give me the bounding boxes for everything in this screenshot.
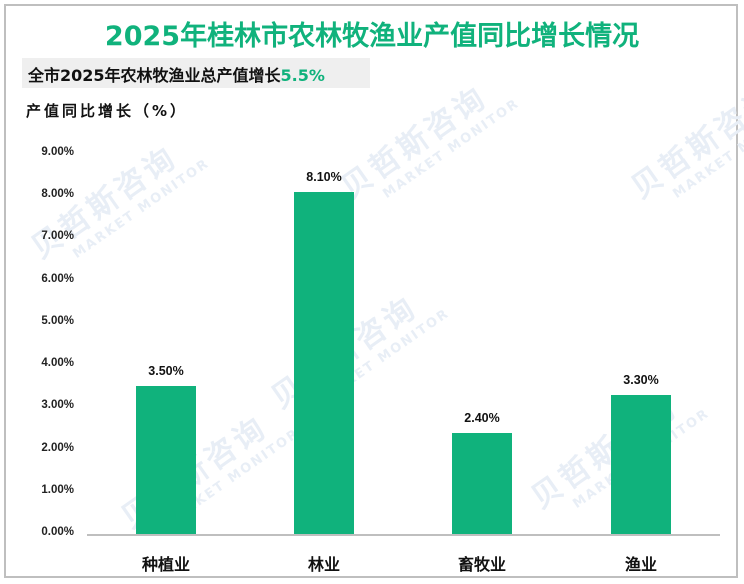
x-tick-label: 渔业	[624, 555, 657, 574]
bar-forestry[interactable]	[294, 192, 354, 534]
subtitle-highlight: 5.5%	[280, 66, 325, 85]
subtitle-box	[22, 58, 370, 88]
y-tick: 3.00%	[41, 399, 74, 411]
y-tick: 4.00%	[41, 357, 74, 369]
bar-value-label: 8.10%	[306, 170, 342, 184]
chart-subtitle: 全市2025年农林牧渔业总产值增长5.5%	[28, 62, 325, 86]
subtitle-text: 全市2025年农林牧渔业总产值增长	[28, 66, 281, 85]
y-axis-label: 产值同比增长（%）	[26, 102, 189, 120]
chart-title: 2025年桂林市农林牧渔业产值同比增长情况	[104, 21, 640, 52]
bar-planting[interactable]	[136, 386, 196, 534]
y-tick: 0.00%	[41, 526, 74, 538]
y-tick: 1.00%	[41, 484, 74, 496]
x-tick-label: 种植业	[141, 555, 190, 574]
y-tick: 7.00%	[41, 230, 74, 242]
bar-value-label: 3.50%	[148, 364, 184, 378]
x-tick-label: 畜牧业	[457, 555, 506, 574]
y-tick: 2.00%	[41, 442, 74, 454]
y-tick: 9.00%	[41, 146, 74, 158]
bar-animal-husbandry[interactable]	[452, 433, 512, 534]
y-tick: 6.00%	[41, 273, 74, 285]
bar-fishery[interactable]	[611, 395, 671, 534]
y-tick: 8.00%	[41, 188, 74, 200]
x-tick-label: 林业	[307, 555, 340, 574]
bar-value-label: 3.30%	[623, 373, 659, 387]
x-axis-line	[87, 534, 720, 536]
bar-value-label: 2.40%	[464, 411, 500, 425]
y-tick: 5.00%	[41, 315, 74, 327]
